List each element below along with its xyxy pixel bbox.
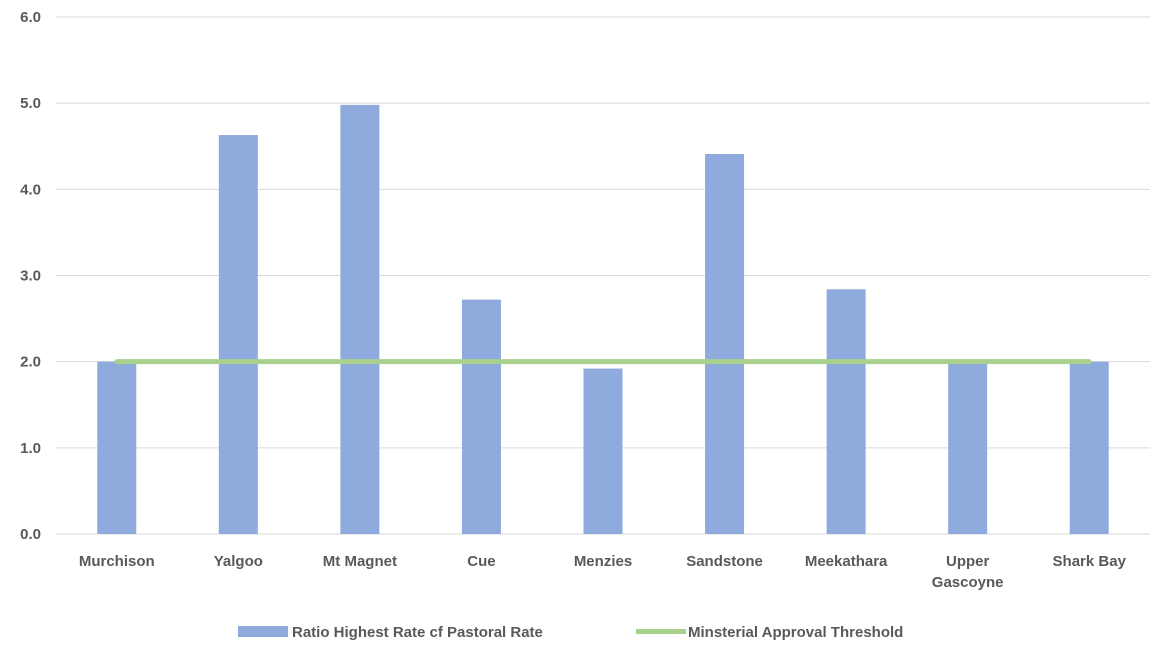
x-category-label: Meekathara — [805, 553, 888, 570]
bar — [218, 135, 258, 534]
x-category-label: Sandstone — [686, 553, 763, 570]
x-category-label: Upper Gascoyne — [932, 553, 1004, 591]
bar — [583, 368, 623, 534]
y-tick-label: 0.0 — [20, 526, 41, 543]
legend: Ratio Highest Rate cf Pastoral Rate Minst… — [238, 624, 903, 641]
x-category-label: Menzies — [574, 553, 632, 570]
y-axis-ticks: 0.0 1.0 2.0 3.0 4.0 5.0 6.0 — [20, 9, 41, 543]
y-tick-label: 2.0 — [20, 354, 41, 371]
legend-bar-swatch — [238, 626, 288, 637]
x-category-label: Shark Bay — [1053, 553, 1127, 570]
y-tick-label: 6.0 — [20, 9, 41, 26]
bar — [97, 361, 137, 534]
x-category-label: Yalgoo — [214, 553, 263, 570]
bar — [826, 289, 866, 534]
bar-series — [97, 104, 1109, 534]
y-tick-label: 4.0 — [20, 181, 41, 198]
bar — [340, 104, 380, 534]
y-tick-label: 5.0 — [20, 95, 41, 112]
bar — [1069, 361, 1109, 534]
x-category-label: Cue — [467, 553, 495, 570]
x-axis-categories: Murchison Yalgoo Mt Magnet Cue Menzies Sandst… — [79, 553, 1127, 591]
x-category-label: Mt Magnet — [323, 553, 397, 570]
legend-line-label: Minsterial Approval Threshold — [688, 624, 903, 641]
legend-bar-label: Ratio Highest Rate cf Pastoral Rate — [292, 624, 543, 641]
bar — [461, 299, 501, 534]
y-tick-label: 1.0 — [20, 440, 41, 457]
x-category-label: Murchison — [79, 553, 155, 570]
bar — [705, 154, 745, 534]
y-tick-label: 3.0 — [20, 268, 41, 285]
bar — [948, 361, 988, 534]
